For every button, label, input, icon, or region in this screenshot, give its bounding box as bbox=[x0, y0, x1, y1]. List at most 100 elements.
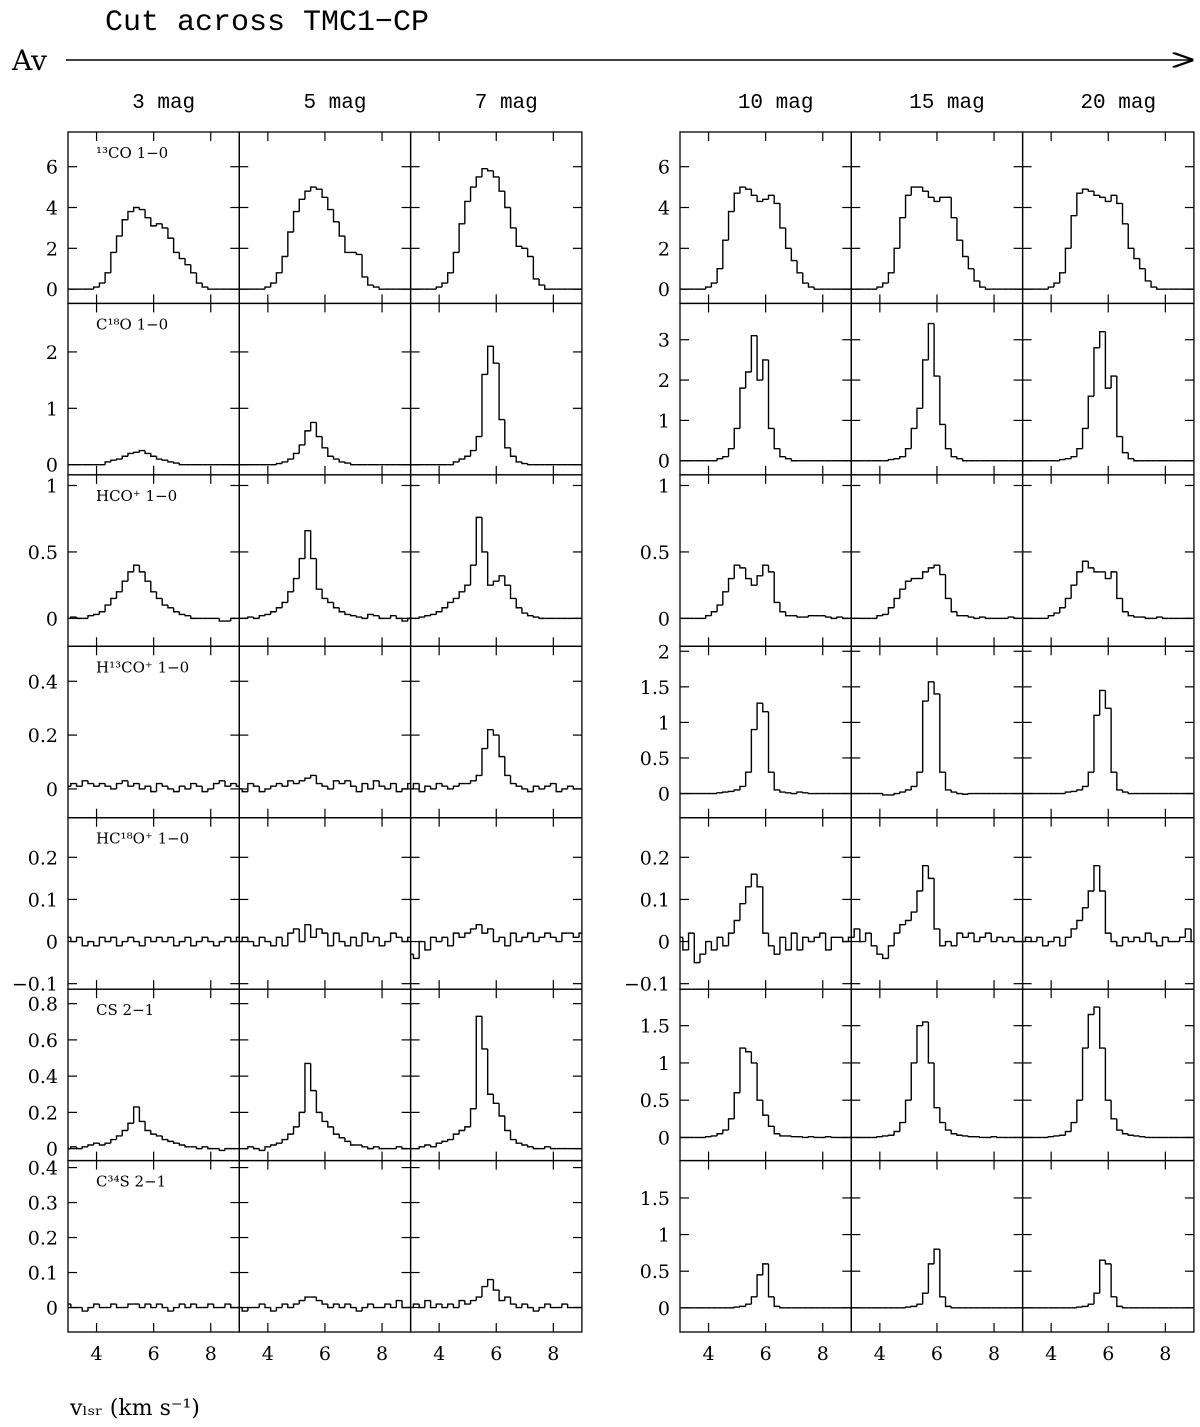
spectrum-channel bbox=[418, 783, 425, 793]
spectrum-channel bbox=[693, 933, 700, 964]
spectrum-channel bbox=[144, 1121, 151, 1132]
spectrum-channel bbox=[967, 932, 975, 938]
spectrum-channel bbox=[486, 1048, 494, 1095]
spectrum-channel bbox=[395, 783, 403, 793]
panel-frame bbox=[679, 1159, 852, 1333]
spectrum-channel bbox=[733, 192, 740, 212]
spectrum-channel bbox=[950, 1306, 957, 1309]
spectrum-channel bbox=[87, 940, 94, 946]
spectrum-channel bbox=[412, 1303, 420, 1308]
spectrum-channel bbox=[184, 614, 191, 617]
spectrum-channel bbox=[733, 1306, 740, 1308]
species-label: C³⁴S 2−1 bbox=[96, 1173, 166, 1191]
x-tick-label: 4 bbox=[703, 1343, 715, 1365]
spectrum-channel bbox=[538, 936, 545, 942]
spectrum-channel bbox=[544, 785, 551, 789]
spectrum-channel bbox=[144, 1303, 151, 1308]
spectrum-channel bbox=[1093, 1006, 1100, 1015]
spectrum-channel bbox=[1064, 791, 1072, 794]
spectrum-channel bbox=[910, 427, 917, 449]
spectrum-channel bbox=[264, 613, 271, 616]
x-tick-label: 8 bbox=[376, 1343, 388, 1365]
spectrum-channel bbox=[1110, 1100, 1117, 1120]
spectrum-channel bbox=[1064, 597, 1072, 608]
spectrum-channel bbox=[184, 1145, 191, 1148]
spectrum-channel bbox=[332, 456, 340, 460]
spectrum-channel bbox=[967, 792, 975, 795]
spectrum-channel bbox=[1144, 617, 1152, 620]
spectrum-channel bbox=[572, 933, 580, 939]
spectrum-channel bbox=[1064, 247, 1072, 273]
spectrum-channel bbox=[492, 928, 500, 943]
spectrum-channel bbox=[773, 1126, 780, 1135]
spectrum-channel bbox=[916, 407, 923, 429]
spectrum-channel bbox=[344, 1303, 351, 1308]
spectrum-channel bbox=[355, 252, 363, 256]
spectrum-channel bbox=[1087, 1303, 1094, 1307]
spectrum-channel bbox=[75, 617, 83, 620]
spectrum-channel bbox=[956, 932, 963, 946]
spectrum-channel bbox=[338, 1304, 345, 1309]
spectrum-channel bbox=[167, 936, 174, 942]
spectrum-channel bbox=[207, 1303, 214, 1308]
spectrum-channel bbox=[973, 268, 980, 282]
spectrum-channel bbox=[984, 617, 992, 620]
spectrum-channel bbox=[1076, 447, 1083, 457]
spectrum-channel bbox=[104, 604, 111, 612]
x-tick-label: 4 bbox=[91, 1343, 103, 1365]
spectrum-channel bbox=[338, 459, 345, 463]
spectrum-channel bbox=[115, 458, 123, 461]
spectrum-channel bbox=[127, 210, 134, 220]
spectrum-channel bbox=[532, 615, 540, 618]
spectrum-channel bbox=[716, 936, 723, 950]
spectrum-channel bbox=[155, 782, 163, 792]
spectrum-channel bbox=[475, 516, 482, 566]
spectrum-channel bbox=[933, 1062, 940, 1109]
spectrum-channel bbox=[1059, 607, 1066, 614]
spectrum-channel bbox=[344, 611, 351, 616]
spectrum-channel bbox=[447, 1138, 454, 1142]
panel-frame bbox=[238, 817, 412, 990]
spectrum-channel bbox=[1093, 714, 1100, 773]
spectrum-channel bbox=[1161, 936, 1169, 946]
column-label: 5 mag bbox=[303, 92, 366, 115]
spectrum-channel bbox=[178, 1143, 186, 1146]
spectrum-channel bbox=[87, 780, 94, 785]
spectrum-channel bbox=[927, 322, 935, 360]
spectrum-channel bbox=[1104, 690, 1112, 709]
x-tick-label: 8 bbox=[205, 1343, 217, 1365]
spectrum-channel bbox=[327, 786, 334, 790]
spectrum-channel bbox=[418, 1304, 425, 1309]
spectrum-channel bbox=[1087, 395, 1094, 429]
spectrum-channel bbox=[504, 419, 511, 449]
species-label: CS 2−1 bbox=[96, 1001, 154, 1019]
spectrum-channel bbox=[389, 782, 397, 789]
spectrum-channel bbox=[1156, 941, 1163, 947]
spectrum-channel bbox=[332, 1126, 340, 1135]
spectrum-channel bbox=[321, 783, 328, 787]
spectrum-channel bbox=[132, 451, 140, 454]
spectrum-channel bbox=[538, 1306, 545, 1312]
spectrum-channel bbox=[378, 615, 385, 620]
spectrum-channel bbox=[532, 785, 540, 792]
y-tick-label: 0.2 bbox=[28, 1102, 58, 1124]
spectrum-channel bbox=[1138, 937, 1146, 943]
spectrum-channel bbox=[332, 932, 340, 946]
spectrum-channel bbox=[538, 786, 545, 790]
species-label: HCO⁺ 1−0 bbox=[96, 487, 177, 505]
spectrum-channel bbox=[367, 933, 374, 943]
spectrum-channel bbox=[309, 530, 317, 560]
spectrum-channel bbox=[504, 937, 511, 947]
spectrum-channel bbox=[321, 189, 328, 199]
spectrum-channel bbox=[475, 924, 482, 929]
spectrum-channel bbox=[1070, 790, 1077, 793]
spectrum-channel bbox=[882, 954, 889, 960]
panel-frame bbox=[850, 302, 1024, 476]
y-tick-label: 0 bbox=[46, 455, 58, 477]
spectrum-channel bbox=[304, 529, 311, 559]
spectrum-channel bbox=[81, 937, 88, 947]
spectrum-channel bbox=[424, 941, 431, 951]
spectrum-channel bbox=[81, 1146, 88, 1149]
spectrum-channel bbox=[475, 435, 482, 451]
